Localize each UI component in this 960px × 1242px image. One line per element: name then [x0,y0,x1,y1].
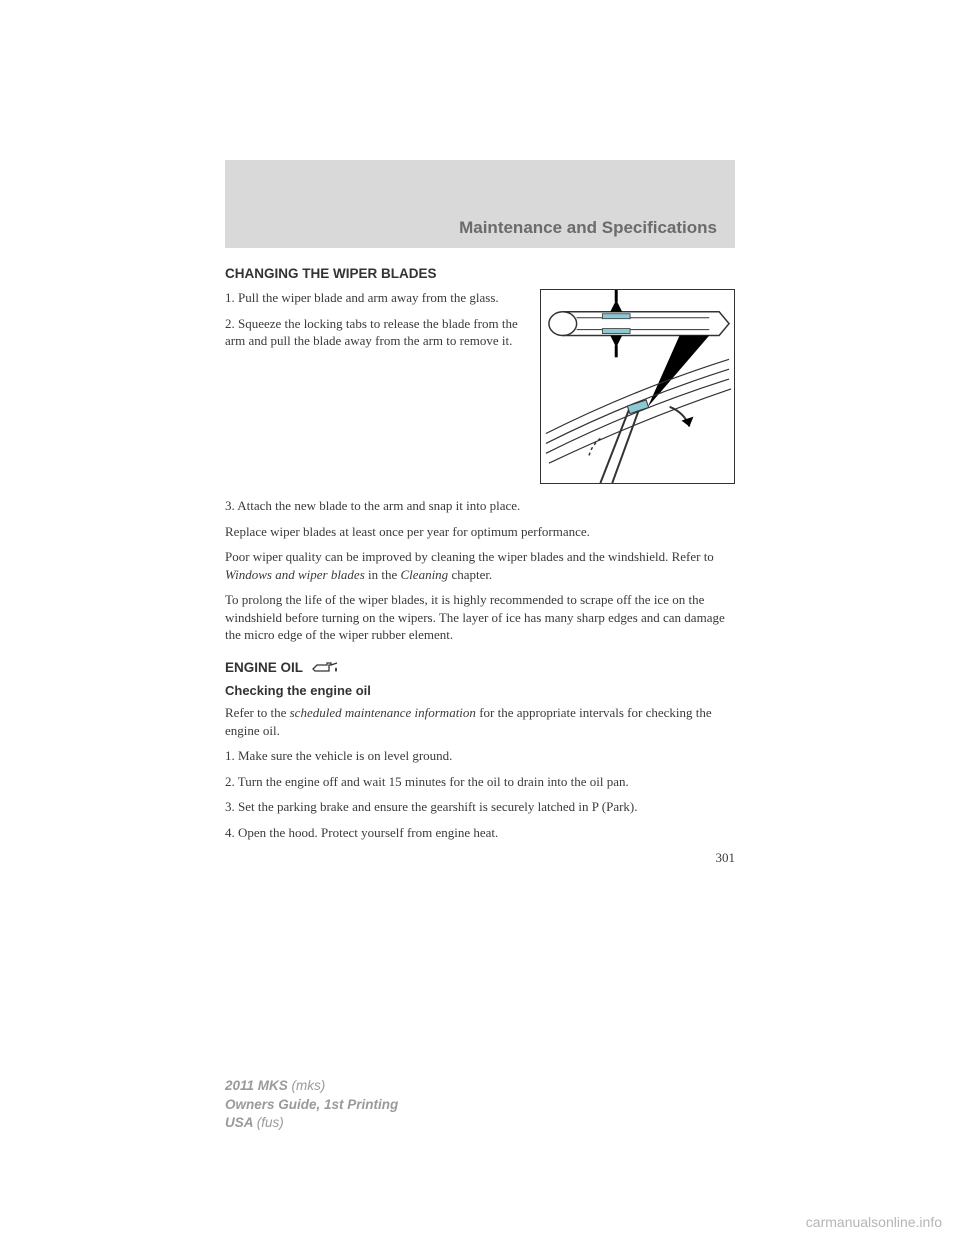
heading-engine-oil-text: ENGINE OIL [225,660,303,675]
wiper-step-3: 3. Attach the new blade to the arm and s… [225,497,735,515]
oil-step-4: 4. Open the hood. Protect yourself from … [225,824,735,842]
footer-region-code: (fus) [257,1115,284,1130]
ref-windows-wiper: Windows and wiper blades [225,567,365,582]
wiper-step-1: 1. Pull the wiper blade and arm away fro… [225,289,524,307]
wiper-blade-diagram [540,289,735,484]
watermark: carmanualsonline.info [806,1214,942,1230]
footer-block: 2011 MKS (mks) Owners Guide, 1st Printin… [225,1077,398,1132]
wiper-para-ice: To prolong the life of the wiper blades,… [225,591,735,644]
text: chapter. [448,567,492,582]
oil-step-1: 1. Make sure the vehicle is on level gro… [225,747,735,765]
heading-engine-oil: ENGINE OIL [225,660,735,675]
footer-model-code: (mks) [292,1078,326,1093]
oil-step-3: 3. Set the parking brake and ensure the … [225,798,735,816]
text: Poor wiper quality can be improved by cl… [225,549,714,564]
heading-wiper-blades: CHANGING THE WIPER BLADES [225,266,735,281]
footer-model: 2011 MKS [225,1078,292,1093]
wiper-para-cleaning: Poor wiper quality can be improved by cl… [225,548,735,583]
wiper-step-2: 2. Squeeze the locking tabs to release t… [225,315,524,350]
wiper-para-replace: Replace wiper blades at least once per y… [225,523,735,541]
ref-cleaning: Cleaning [401,567,449,582]
section-header-title: Maintenance and Specifications [459,218,717,238]
ref-maintenance-info: scheduled maintenance information [290,705,476,720]
oil-can-icon [311,661,339,675]
text: Refer to the [225,705,290,720]
footer-guide: Owners Guide, 1st Printing [225,1096,398,1114]
page-number: 301 [225,850,735,866]
text: in the [365,567,401,582]
subheading-checking-oil: Checking the engine oil [225,683,735,698]
oil-para-refer: Refer to the scheduled maintenance infor… [225,704,735,739]
oil-step-2: 2. Turn the engine off and wait 15 minut… [225,773,735,791]
section-header: Maintenance and Specifications [225,160,735,248]
footer-region: USA [225,1115,257,1130]
